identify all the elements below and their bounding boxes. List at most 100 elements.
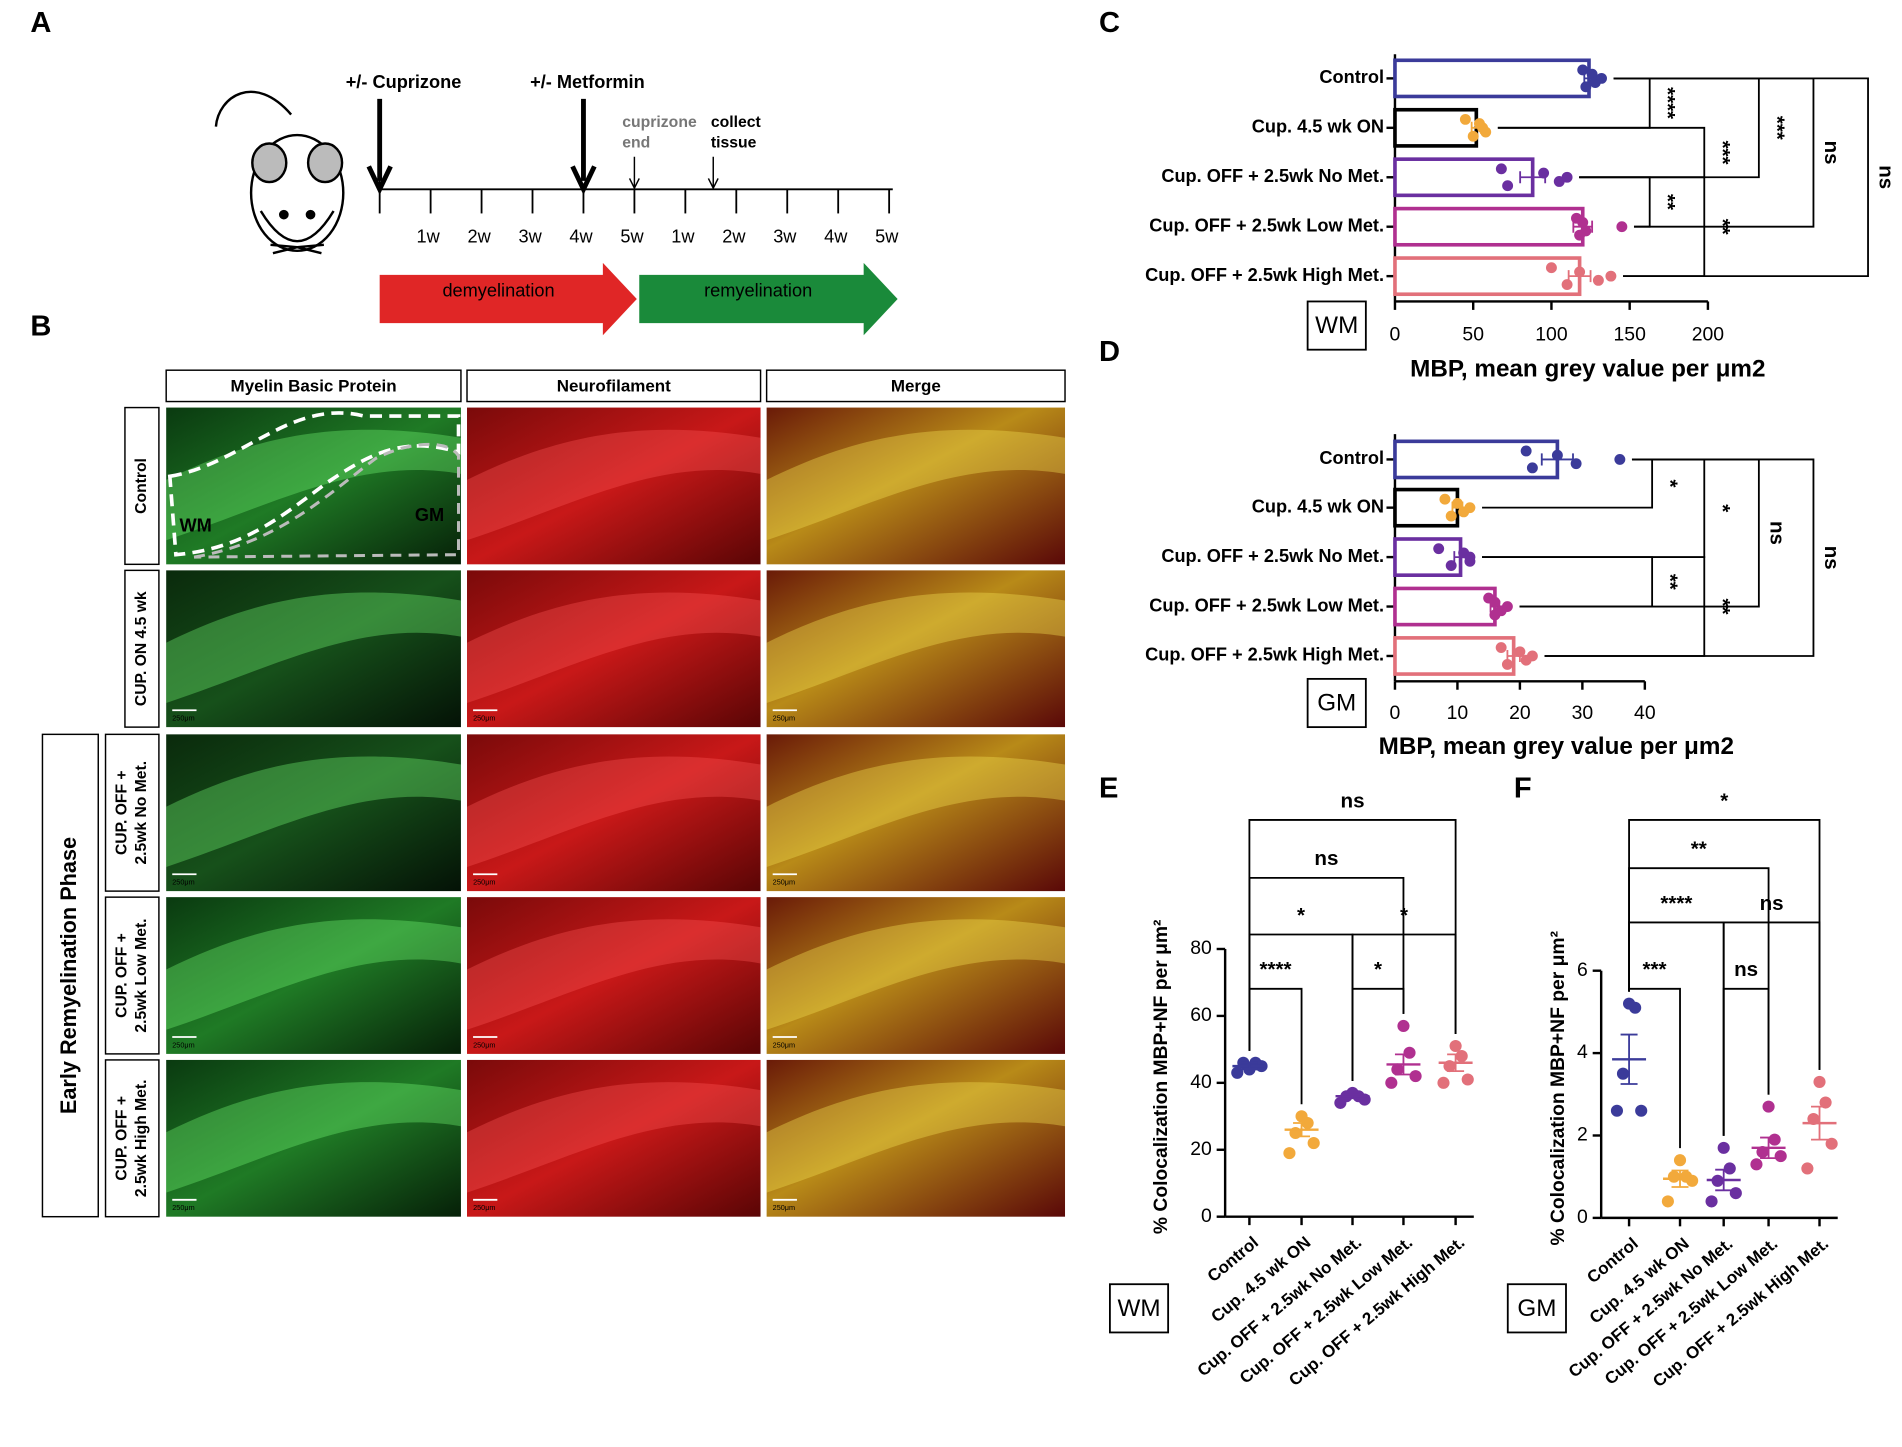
scale-bar-label: 250μm — [473, 714, 495, 723]
region-box — [1306, 300, 1367, 351]
x-tick-label: 100 — [1535, 323, 1567, 345]
region-box — [1108, 1283, 1170, 1334]
data-point — [1545, 262, 1557, 274]
data-point — [1577, 64, 1589, 76]
data-point — [1495, 642, 1507, 653]
data-point — [1437, 1076, 1450, 1089]
week-label: 2w — [722, 226, 746, 246]
significance-bracket — [1497, 126, 1706, 179]
panel-label: C — [1099, 7, 1120, 39]
data-point — [1403, 1046, 1416, 1059]
significance-label: ** — [1656, 194, 1679, 210]
x-tick-label: 30 — [1572, 702, 1594, 724]
row-label-line: 2.5wk Low Met. — [133, 918, 150, 1032]
micrograph — [166, 734, 461, 892]
data-point — [1586, 68, 1598, 80]
significance-label: ns — [1820, 546, 1843, 570]
tissue-band — [766, 756, 1066, 867]
region-label: GM — [1517, 1295, 1556, 1322]
micrograph — [166, 897, 461, 1054]
column-header-box — [765, 369, 1066, 403]
category-label: Cup. 4.5 wk ON — [1252, 117, 1384, 137]
data-point — [1502, 180, 1514, 192]
data-point — [1455, 1050, 1468, 1063]
region-box — [1506, 1283, 1567, 1334]
significance-bracket — [1482, 556, 1706, 657]
significance-label: ** — [1711, 599, 1734, 615]
micrograph — [467, 1059, 761, 1217]
data-point — [1750, 1158, 1763, 1171]
data-point — [1526, 462, 1538, 474]
significance-bracket — [1248, 819, 1457, 1051]
data-point — [1445, 560, 1457, 571]
tissue-band — [467, 592, 761, 704]
tissue-band — [166, 1082, 461, 1193]
bar — [1393, 206, 1585, 247]
significance-bracket — [1482, 556, 1654, 608]
category-label: Cup. 4.5 wk ON — [1252, 496, 1384, 516]
scale-bar-label: 250μm — [773, 714, 795, 723]
x-tick-label: 150 — [1613, 323, 1645, 345]
row-label-box — [104, 896, 160, 1055]
significance-label: * — [1720, 789, 1728, 812]
week-label: 5w — [620, 226, 644, 246]
phase-label: remyelination — [704, 281, 812, 301]
data-point — [1520, 445, 1532, 457]
data-point — [1729, 1187, 1742, 1200]
micrograph — [467, 407, 761, 565]
data-point — [1819, 1096, 1832, 1109]
gm-outline — [193, 442, 461, 559]
significance-label: ** — [1711, 219, 1734, 235]
category-label: Cup. OFF + 2.5wk Low Met. — [1149, 216, 1384, 236]
category-label: Cup. OFF + 2.5wk High Met. — [1145, 265, 1384, 285]
data-point — [1825, 1137, 1838, 1150]
category-label: Cup. OFF + 2.5wk High Met. — [1145, 645, 1384, 665]
scale-bar-label: 250μm — [172, 1203, 194, 1212]
x-tick-label: 50 — [1462, 323, 1484, 345]
data-point — [1385, 1076, 1398, 1089]
row-label-line: CUP. OFF + — [114, 933, 131, 1018]
data-point — [1464, 551, 1476, 563]
data-point — [1592, 274, 1604, 286]
x-tick-label: 200 — [1692, 323, 1724, 345]
row-label-line: CUP. OFF + — [114, 770, 131, 855]
significance-label: **** — [1656, 87, 1679, 119]
data-point — [1705, 1195, 1718, 1208]
significance-label: ns — [1875, 165, 1898, 189]
week-label: 3w — [518, 226, 542, 246]
significance-label: * — [1659, 480, 1682, 488]
data-point — [1616, 221, 1628, 233]
y-tick-label: 40 — [1190, 1071, 1212, 1093]
x-axis-label: MBP, mean grey value per μm2 — [1410, 356, 1765, 383]
error-bar — [1760, 1136, 1778, 1160]
data-point — [1489, 596, 1501, 608]
data-point — [1680, 1170, 1693, 1183]
data-point — [1717, 1141, 1730, 1154]
data-point — [1580, 81, 1592, 93]
data-point — [1551, 449, 1563, 461]
column-header: Merge — [891, 377, 941, 396]
significance-bracket — [1482, 458, 1654, 509]
week-label: 1w — [417, 226, 441, 246]
bar — [1393, 636, 1516, 676]
y-tick-label: 2 — [1577, 1124, 1588, 1146]
row-label-line: CUP. OFF + — [114, 1096, 131, 1181]
x-tick-label: 10 — [1447, 702, 1469, 724]
micrograph — [766, 1059, 1066, 1217]
data-point — [1561, 171, 1573, 183]
y-tick-label: 80 — [1190, 937, 1212, 959]
data-point — [1774, 1150, 1787, 1163]
treatment-label: +/- Metformin — [530, 72, 645, 92]
micrograph — [467, 734, 761, 892]
mouse-icon — [214, 90, 345, 255]
significance-bracket — [1248, 987, 1303, 1105]
error-bar — [1715, 1168, 1733, 1192]
tissue-band — [166, 592, 461, 704]
data-point — [1495, 163, 1507, 175]
row-label-line: Control — [133, 458, 150, 514]
scale-bar-label: 250μm — [773, 878, 795, 887]
tissue-band — [467, 756, 761, 867]
data-point — [1501, 658, 1513, 670]
significance-label: *** — [1711, 141, 1734, 165]
